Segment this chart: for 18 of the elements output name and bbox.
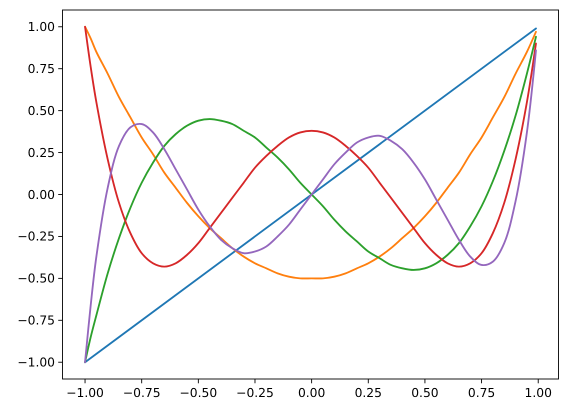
- x-tick-label: 0.00: [298, 386, 326, 400]
- y-tick-label: 1.00: [28, 20, 55, 34]
- y-tick-label: −0.25: [17, 230, 55, 244]
- x-tick-label: 0.50: [411, 386, 439, 400]
- x-tick-label: 0.25: [354, 386, 382, 400]
- x-tick-label: −0.50: [179, 386, 218, 400]
- y-tick-label: 0.25: [28, 146, 55, 160]
- x-tick-label: 1.00: [524, 386, 552, 400]
- x-tick-label: −0.25: [236, 386, 274, 400]
- y-tick-label: 0.00: [28, 188, 55, 202]
- y-tick-label: 0.75: [28, 62, 55, 76]
- x-tick-label: 0.75: [468, 386, 496, 400]
- y-tick-label: −1.00: [17, 356, 55, 370]
- x-tick-label: −1.00: [66, 386, 104, 400]
- y-tick-label: 0.50: [28, 104, 55, 118]
- x-tick-label: −0.75: [122, 386, 161, 400]
- y-tick-label: −0.50: [17, 272, 55, 286]
- y-tick-label: −0.75: [17, 314, 55, 328]
